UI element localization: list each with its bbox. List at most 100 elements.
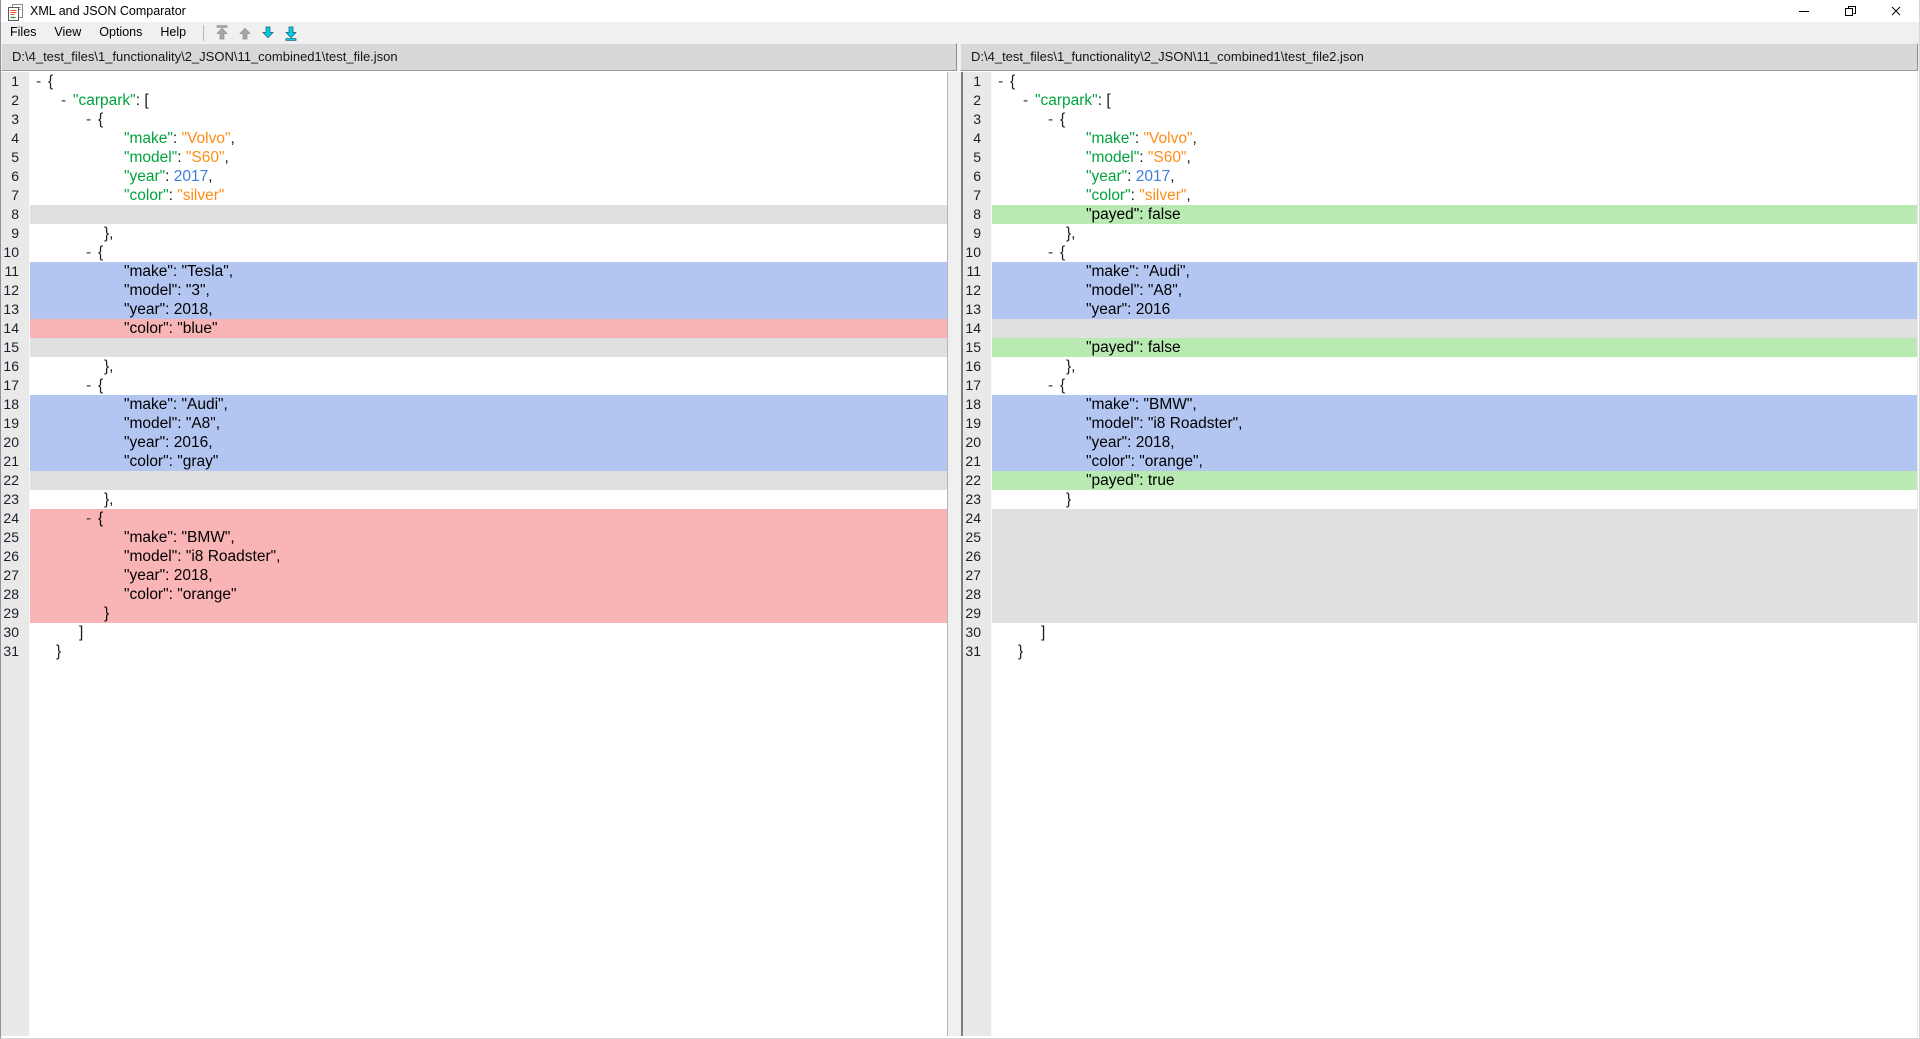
collapse-toggle[interactable]: - (86, 510, 92, 527)
line-number: 18 (965, 396, 981, 412)
line-number: 1 (973, 73, 981, 89)
line-content: "color": "silver", (1086, 187, 1191, 204)
next-difference-button[interactable] (257, 23, 278, 43)
code-line: 12 "model": "A8", (963, 281, 1917, 300)
line-content: -{ (86, 377, 104, 394)
line-number: 29 (3, 605, 19, 621)
line-number: 2 (11, 92, 19, 108)
code-line: 13 "year": 2018, (1, 300, 947, 319)
collapse-toggle[interactable]: - (998, 73, 1004, 90)
line-content: "model": "S60", (1086, 149, 1191, 166)
line-content: }, (1066, 358, 1076, 375)
line-number: 14 (3, 320, 19, 336)
line-number: 23 (3, 491, 19, 507)
code-line: 1 -{ (963, 72, 1917, 91)
code-line: 23}, (1, 490, 947, 509)
left-pane[interactable]: 1 -{2 - "carpark": [3 -{4 "make": "Volvo", 5 "m… (1, 72, 948, 1036)
line-content: "make": "Audi", (30, 395, 947, 414)
menu-bar: Files View Options Help (1, 22, 1919, 43)
line-number: 22 (3, 472, 19, 488)
previous-difference-button (234, 23, 255, 43)
code-line: 30] (1, 623, 947, 642)
placeholder-line: 24 (963, 509, 1917, 528)
code-line: 23} (963, 490, 1917, 509)
menu-view[interactable]: View (54, 25, 82, 39)
toolbar-separator (203, 24, 205, 41)
placeholder-line: 22 (1, 471, 947, 490)
line-number: 4 (11, 130, 19, 146)
code-line: 27 "year": 2018, (1, 566, 947, 585)
line-content: -{ (1048, 111, 1066, 128)
line-number: 13 (965, 301, 981, 317)
collapse-toggle[interactable]: - (86, 244, 92, 261)
code-line: 4 "make": "Volvo", (1, 129, 947, 148)
code-line: 18 "make": "BMW", (963, 395, 1917, 414)
line-number: 30 (965, 624, 981, 640)
line-content: "payed": true (992, 471, 1917, 490)
window-title: XML and JSON Comparator (30, 4, 186, 18)
line-number: 21 (3, 453, 19, 469)
code-line: 3 -{ (1, 110, 947, 129)
line-content: ] (79, 624, 84, 641)
line-number: 26 (3, 548, 19, 564)
collapse-toggle[interactable]: - (1048, 377, 1054, 394)
last-difference-button[interactable] (280, 23, 301, 43)
line-number: 13 (3, 301, 19, 317)
code-line: 2 - "carpark": [ (1, 91, 947, 110)
code-line: 2 - "carpark": [ (963, 91, 1917, 110)
line-content: } (1018, 643, 1024, 660)
code-line: 11 "make": "Tesla", (1, 262, 947, 281)
menu-options[interactable]: Options (99, 25, 143, 39)
collapse-toggle[interactable]: - (1023, 92, 1029, 109)
minimize-button[interactable] (1781, 0, 1827, 22)
code-line: 19 "model": "A8", (1, 414, 947, 433)
menu-help[interactable]: Help (160, 25, 187, 39)
line-content: "model": "i8 Roadster", (992, 414, 1917, 433)
menu-items: Files View Options Help (1, 22, 195, 43)
line-number: 3 (973, 111, 981, 127)
code-line: 28 "color": "orange" (1, 585, 947, 604)
line-number: 12 (3, 282, 19, 298)
line-content: "year": 2018, (30, 566, 947, 585)
line-content (992, 528, 1917, 547)
collapse-toggle[interactable]: - (61, 92, 67, 109)
line-number: 11 (966, 263, 981, 279)
line-content: "year": 2018, (992, 433, 1917, 452)
collapse-toggle[interactable]: - (86, 377, 92, 394)
pane-splitter[interactable] (948, 72, 961, 1036)
line-content (992, 566, 1917, 585)
line-number: 17 (3, 377, 19, 393)
line-content: "year": 2016, (30, 433, 947, 452)
line-content: "model": "A8", (30, 414, 947, 433)
maximize-button[interactable] (1827, 0, 1873, 22)
collapse-toggle[interactable]: - (1048, 244, 1054, 261)
right-pane[interactable]: 1 -{2 - "carpark": [3 -{4 "make": "Volvo", 5 "m… (961, 72, 1918, 1036)
line-number: 9 (11, 225, 19, 241)
code-line: 10 -{ (963, 243, 1917, 262)
collapse-toggle[interactable]: - (1048, 111, 1054, 128)
line-number: 23 (965, 491, 981, 507)
placeholder-line: 28 (963, 585, 1917, 604)
line-content (992, 604, 1917, 623)
code-line: 11 "make": "Audi", (963, 262, 1917, 281)
placeholder-line: 25 (963, 528, 1917, 547)
code-line: 16}, (963, 357, 1917, 376)
line-number: 16 (3, 358, 19, 374)
line-content: -{ (998, 73, 1016, 90)
line-content: -{ (36, 73, 54, 90)
menu-files[interactable]: Files (10, 25, 37, 39)
line-content: }, (1066, 225, 1076, 242)
left-file-path: D:\4_test_files\1_functionality\2_JSON\1… (1, 43, 957, 71)
collapse-toggle[interactable]: - (86, 111, 92, 128)
line-content: -{ (1048, 244, 1066, 261)
line-content: "make": "Audi", (992, 262, 1917, 281)
line-content: } (1066, 491, 1072, 508)
window-controls (1781, 0, 1919, 22)
code-line: 20 "year": 2016, (1, 433, 947, 452)
line-content: "year": 2018, (30, 300, 947, 319)
code-line: 21 "color": "gray" (1, 452, 947, 471)
collapse-toggle[interactable]: - (36, 73, 42, 90)
close-button[interactable] (1873, 0, 1919, 22)
line-number: 7 (973, 187, 981, 203)
